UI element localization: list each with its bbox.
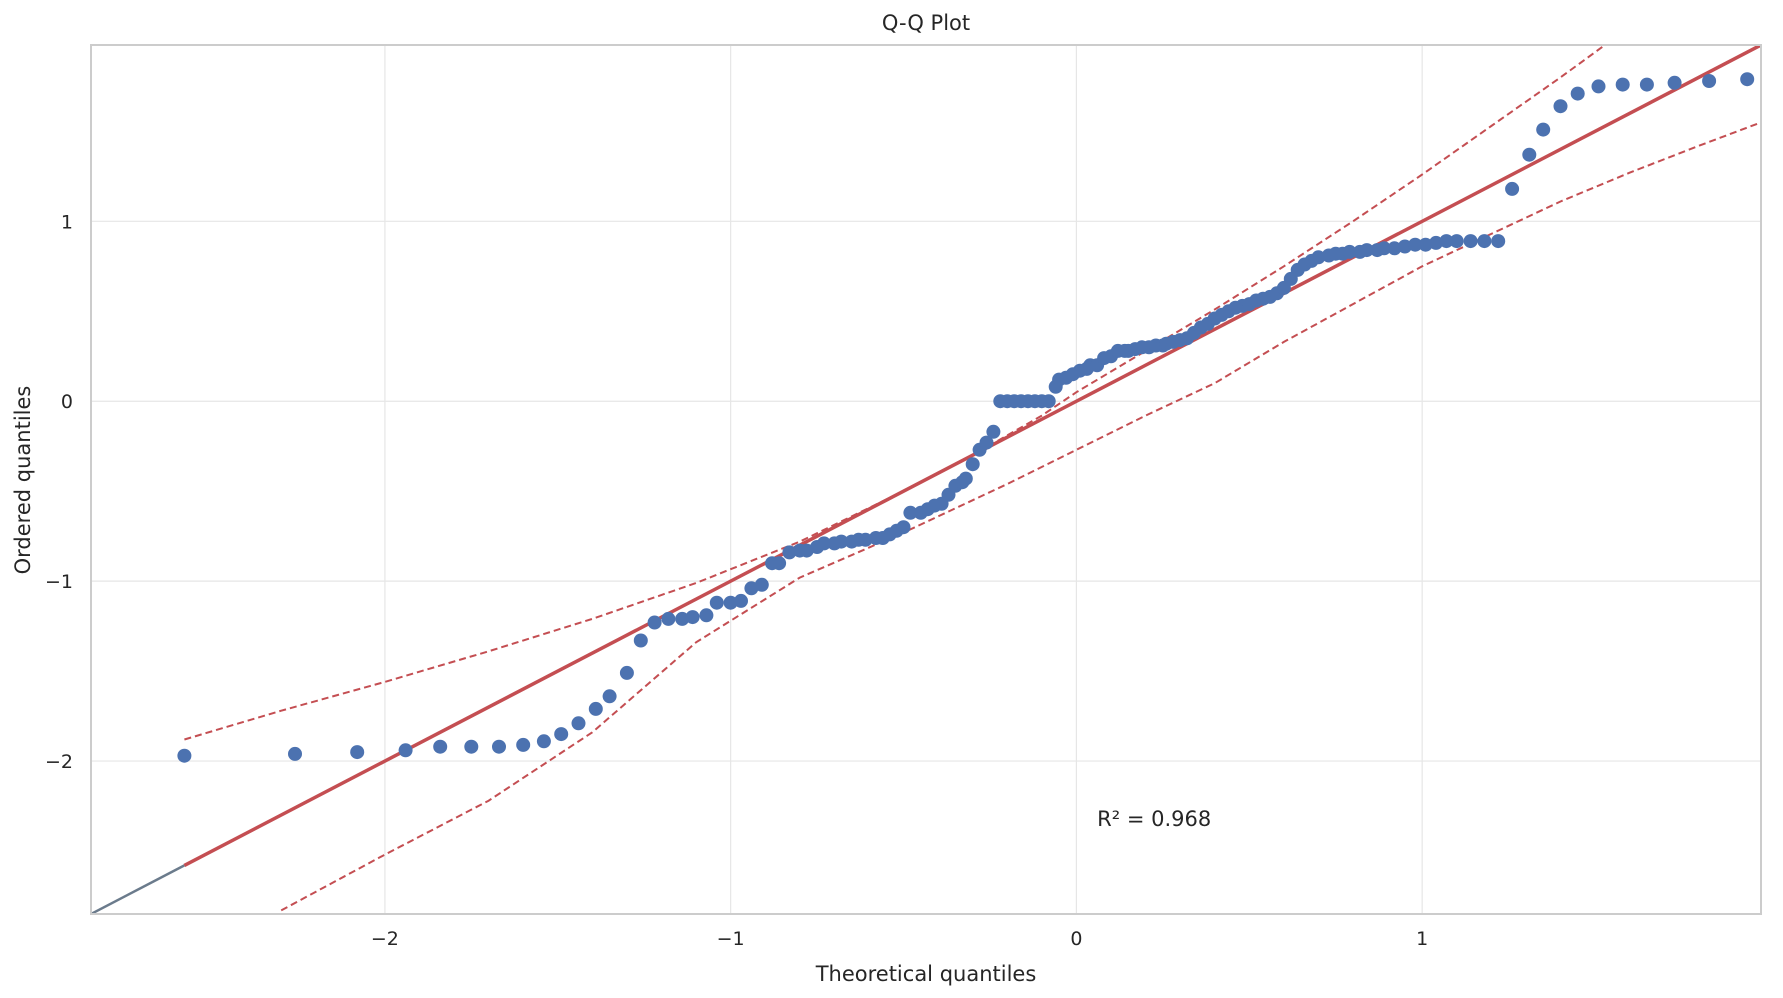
- data-point: [1397, 239, 1412, 254]
- data-point: [1522, 147, 1537, 162]
- confidence-band-upper: [184, 45, 1607, 741]
- data-point: [1667, 75, 1682, 90]
- data-point: [723, 595, 738, 610]
- data-point: [699, 608, 714, 623]
- r-squared-annotation: R² = 0.968: [1097, 807, 1211, 831]
- y-tick-label: −2: [45, 751, 73, 773]
- data-point: [1615, 77, 1630, 92]
- y-axis-label: Ordered quantiles: [11, 386, 35, 575]
- chart-title: Q-Q Plot: [882, 11, 970, 35]
- x-tick-label: 1: [1416, 928, 1428, 950]
- data-point: [602, 689, 617, 704]
- data-point: [1418, 237, 1433, 252]
- data-point: [986, 424, 1001, 439]
- data-point: [965, 457, 980, 472]
- grid-lines: [91, 45, 1761, 914]
- plot-frame: [90, 44, 1762, 915]
- data-point: [1702, 74, 1717, 88]
- data-point: [1505, 181, 1520, 196]
- data-point: [958, 471, 973, 486]
- data-point: [858, 532, 873, 547]
- data-point: [1429, 235, 1443, 250]
- data-point: [685, 610, 700, 625]
- confidence-band-lower: [280, 121, 1761, 912]
- data-point: [398, 743, 413, 758]
- data-point: [782, 545, 797, 560]
- data-point: [1536, 122, 1551, 137]
- data-point: [1377, 241, 1392, 256]
- data-point: [1477, 234, 1492, 249]
- data-point: [1570, 86, 1585, 101]
- data-point: [619, 665, 634, 680]
- y-tick-label: 1: [61, 211, 73, 233]
- x-tick-label: −1: [717, 928, 745, 950]
- data-point: [1639, 77, 1654, 92]
- data-point: [464, 739, 479, 754]
- x-tick-label: −2: [371, 928, 399, 950]
- data-point: [1463, 234, 1478, 249]
- data-point: [1439, 234, 1454, 249]
- data-point: [979, 435, 994, 450]
- data-point: [647, 615, 662, 630]
- data-point: [896, 520, 911, 535]
- data-point: [588, 701, 603, 716]
- data-point: [177, 748, 192, 763]
- data-point: [1359, 243, 1374, 258]
- data-point: [754, 577, 769, 592]
- data-point: [1311, 250, 1326, 265]
- data-point: [536, 734, 551, 749]
- data-point: [633, 633, 648, 648]
- data-point: [1740, 72, 1755, 87]
- data-point: [1342, 244, 1357, 259]
- fit-line: [183, 45, 1761, 867]
- x-axis-label: Theoretical quantiles: [815, 962, 1037, 986]
- data-point: [661, 611, 676, 626]
- data-point: [1041, 394, 1056, 409]
- data-point: [734, 593, 748, 608]
- data-point: [709, 595, 724, 610]
- y-tick-label: 0: [61, 391, 73, 413]
- data-point: [433, 739, 448, 754]
- y-axis-ticks: −2 −1 0 1: [45, 211, 73, 773]
- data-point: [675, 611, 690, 626]
- x-tick-label: 0: [1070, 928, 1082, 950]
- data-point: [350, 745, 365, 760]
- data-point: [1408, 237, 1423, 252]
- data-point: [817, 536, 831, 551]
- y-tick-label: −1: [45, 571, 73, 593]
- data-point: [1387, 241, 1402, 256]
- data-point: [1553, 99, 1568, 114]
- data-point: [903, 505, 918, 520]
- x-axis-ticks: −2 −1 0 1: [371, 928, 1428, 950]
- data-point: [1491, 234, 1506, 249]
- data-point: [772, 556, 787, 571]
- data-point: [288, 746, 302, 761]
- data-point: [492, 739, 506, 754]
- data-point: [571, 716, 586, 731]
- data-point: [554, 727, 569, 742]
- data-point: [1591, 79, 1606, 94]
- data-point: [516, 737, 531, 752]
- data-point: [834, 534, 849, 549]
- reference-diagonal-line: [91, 864, 185, 914]
- data-point: [1449, 234, 1464, 249]
- plot-area: [91, 45, 1761, 914]
